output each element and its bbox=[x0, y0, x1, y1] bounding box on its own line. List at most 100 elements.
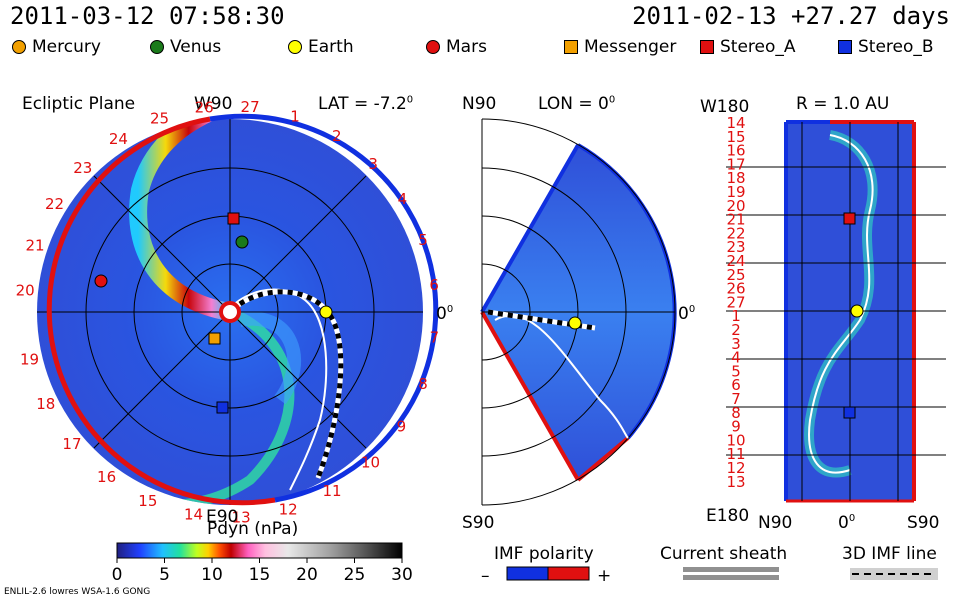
legend-marker bbox=[150, 40, 164, 54]
map-day-label: 3 bbox=[731, 335, 741, 353]
stereo-b-marker-map bbox=[843, 406, 856, 419]
panel2-s90: S90 bbox=[462, 513, 494, 533]
legend-label: Stereo_B bbox=[858, 37, 934, 57]
legend-earth: Earth bbox=[288, 37, 354, 57]
day-label: 6 bbox=[429, 276, 439, 294]
map-day-label: 14 bbox=[726, 114, 745, 132]
legend-stereo-a: Stereo_A bbox=[700, 37, 796, 57]
simulation-time: 2011-03-12 07:58:30 bbox=[10, 2, 285, 30]
map-day-label: 26 bbox=[726, 280, 745, 298]
day-label: 25 bbox=[150, 109, 169, 127]
panel1-zero: 00 bbox=[436, 304, 453, 324]
map-day-label: 23 bbox=[726, 238, 745, 256]
map-day-label: 16 bbox=[726, 142, 745, 160]
cme-front-north bbox=[129, 119, 232, 321]
colorbar-tick-label: 5 bbox=[159, 565, 170, 585]
imf-positive-swatch bbox=[547, 566, 590, 581]
day-label: 17 bbox=[62, 435, 81, 453]
legend-label: Mars bbox=[446, 37, 487, 57]
map-day-label: 18 bbox=[726, 169, 745, 187]
mars-marker bbox=[94, 274, 108, 288]
sun-marker bbox=[219, 301, 241, 323]
colorbar-ticks: 0 5 10 15 20 25 30 bbox=[112, 558, 413, 585]
legend-label: Earth bbox=[308, 37, 354, 57]
panel1-w90: W90 bbox=[194, 94, 233, 114]
map-day-label: 6 bbox=[731, 376, 741, 394]
day-label: 27 bbox=[241, 98, 260, 116]
map-day-label: 27 bbox=[726, 293, 745, 311]
colorbar-tick-label: 0 bbox=[112, 565, 123, 585]
colorbar-title: Pdyn (nPa) bbox=[207, 519, 298, 539]
colorbar bbox=[116, 542, 403, 559]
legend-label: Mercury bbox=[32, 37, 101, 57]
map-day-label: 15 bbox=[726, 128, 745, 146]
map-day-label: 9 bbox=[731, 418, 741, 436]
map-day-label: 19 bbox=[726, 183, 745, 201]
day-label: 15 bbox=[138, 492, 157, 510]
panel3-n90: N90 bbox=[758, 513, 792, 533]
day-label: 11 bbox=[323, 482, 342, 500]
panel1-lat: LAT = -7.20 bbox=[318, 94, 414, 114]
legend-marker bbox=[564, 40, 578, 54]
map-day-label: 11 bbox=[726, 445, 745, 463]
map-day-label: 10 bbox=[726, 431, 745, 449]
stereo-b-marker bbox=[216, 401, 229, 414]
imfline-title: 3D IMF line bbox=[842, 544, 937, 564]
panel1-e90: E90 bbox=[206, 507, 238, 527]
day-label: 14 bbox=[184, 506, 203, 524]
day-label: 22 bbox=[45, 195, 64, 213]
panel3-e180: E180 bbox=[706, 506, 749, 526]
venus-marker bbox=[235, 235, 249, 249]
map-day-label: 22 bbox=[726, 224, 745, 242]
reference-time: 2011-02-13 +27.27 days bbox=[632, 2, 950, 30]
day-label: 18 bbox=[36, 395, 55, 413]
map-day-label: 1 bbox=[731, 307, 741, 325]
day-label: 9 bbox=[397, 417, 407, 435]
colorbar-tick-label: 25 bbox=[344, 565, 366, 585]
sheath-title: Current sheath bbox=[660, 544, 787, 564]
colorbar-tick-label: 20 bbox=[296, 565, 318, 585]
map-day-label: 7 bbox=[731, 390, 741, 408]
imf-minus: – bbox=[481, 566, 490, 586]
colorbar-tick-label: 10 bbox=[201, 565, 223, 585]
meridional-panel bbox=[480, 118, 677, 506]
day-label: 13 bbox=[232, 509, 251, 527]
lat-lon-panel bbox=[726, 120, 946, 503]
earth-marker bbox=[319, 305, 333, 319]
panel3-w180: W180 bbox=[700, 97, 750, 117]
legend-label: Messenger bbox=[584, 37, 677, 57]
legend-label: Stereo_A bbox=[720, 37, 796, 57]
model-footer: ENLIL-2.6 lowres WSA-1.6 GONG bbox=[4, 587, 151, 597]
day-label: 5 bbox=[418, 231, 428, 249]
panel2-n90: N90 bbox=[462, 94, 497, 114]
day-label: 3 bbox=[368, 155, 378, 173]
sheath-swatch-bottom bbox=[683, 575, 779, 580]
day-label: 21 bbox=[25, 237, 44, 255]
map-day-labels: 1415161718192021222324252627123456789101… bbox=[726, 114, 745, 491]
day-label: 12 bbox=[279, 501, 298, 519]
day-label: 20 bbox=[16, 281, 35, 299]
map-day-label: 13 bbox=[726, 473, 745, 491]
day-label: 8 bbox=[418, 375, 428, 393]
messenger-marker bbox=[208, 332, 221, 345]
earth-marker-map bbox=[850, 304, 864, 318]
day-label: 16 bbox=[97, 468, 116, 486]
imf-plus: + bbox=[597, 566, 611, 586]
imf-title: IMF polarity bbox=[494, 544, 594, 564]
map-day-label: 12 bbox=[726, 459, 745, 477]
panel3-r: R = 1.0 AU bbox=[796, 94, 890, 114]
day-label: 23 bbox=[73, 159, 92, 177]
map-day-label: 8 bbox=[731, 404, 741, 422]
legend-label: Venus bbox=[170, 37, 222, 57]
legend-messenger: Messenger bbox=[564, 37, 676, 57]
legend-marker bbox=[288, 40, 302, 54]
day-label: 4 bbox=[398, 190, 408, 208]
day-label: 19 bbox=[20, 350, 39, 368]
colorbar-tick-label: 30 bbox=[391, 565, 413, 585]
panel3-s90: S90 bbox=[907, 513, 939, 533]
panel3-zero: 00 bbox=[838, 513, 855, 533]
panel1-title: Ecliptic Plane bbox=[22, 94, 136, 114]
map-day-label: 21 bbox=[726, 211, 745, 229]
day-label: 1 bbox=[290, 108, 300, 126]
